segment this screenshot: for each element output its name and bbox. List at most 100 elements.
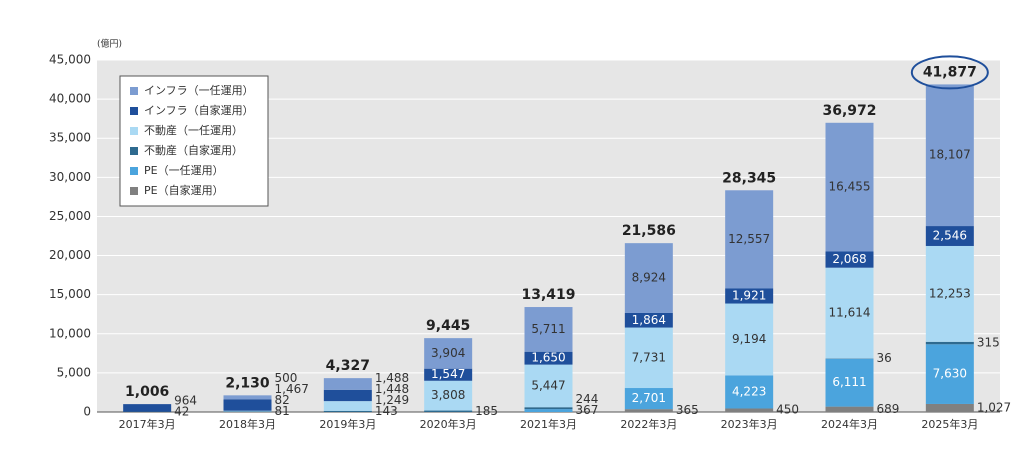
bar-segment <box>925 344 974 404</box>
bar-segment <box>323 401 372 411</box>
bar-segment <box>725 190 774 289</box>
bar-segment <box>725 303 774 376</box>
total-label: 36,972 <box>822 103 876 119</box>
bar-segment <box>624 409 673 412</box>
segment-label: 1,249 <box>375 393 409 407</box>
segment-label: 185 <box>475 404 498 418</box>
x-tick-label: 2025年3月 <box>921 417 978 431</box>
bar-segment <box>323 410 372 412</box>
x-tick-label: 2023年3月 <box>721 417 778 431</box>
total-label: 9,445 <box>426 318 470 334</box>
legend-swatch <box>130 167 138 175</box>
bar-segment <box>323 389 372 402</box>
bar-segment <box>825 406 874 412</box>
legend-label: 不動産（一任運用） <box>144 123 243 137</box>
x-tick-label: 2020年3月 <box>420 417 477 431</box>
segment-label: 1,488 <box>375 371 409 385</box>
total-label: 13,419 <box>521 287 575 303</box>
y-tick-label: 45,000 <box>49 53 91 67</box>
segment-label: 6,111 <box>832 375 866 389</box>
bar-segment <box>223 411 272 412</box>
segment-label: 1,650 <box>531 351 565 365</box>
bar-segment <box>725 408 774 412</box>
total-label: 2,130 <box>225 375 270 391</box>
legend-swatch <box>130 147 138 155</box>
legend-swatch <box>130 187 138 195</box>
bar-segment <box>424 380 473 411</box>
y-tick-label: 25,000 <box>49 209 91 223</box>
segment-label: 5,711 <box>531 322 565 336</box>
bar-segment <box>825 267 874 359</box>
segment-label: 244 <box>576 392 599 406</box>
legend-label: PE（一任運用） <box>144 164 224 177</box>
bar-segment <box>323 378 372 390</box>
x-tick-label: 2018年3月 <box>219 417 276 431</box>
bar-segment <box>524 364 573 408</box>
segment-label: 1,467 <box>275 382 309 396</box>
bar-segment <box>424 368 473 381</box>
bar-segment <box>123 404 172 412</box>
segment-label: 12,557 <box>728 232 770 246</box>
segment-label: 4,223 <box>732 384 766 398</box>
bar-segment <box>825 122 874 252</box>
y-tick-label: 5,000 <box>57 365 91 379</box>
legend-swatch <box>130 127 138 135</box>
x-tick-label: 2022年3月 <box>620 417 677 431</box>
segment-label: 365 <box>676 403 699 417</box>
segment-label: 8,924 <box>632 271 666 285</box>
segment-label: 36 <box>877 351 892 365</box>
total-label: 4,327 <box>326 358 370 374</box>
bar-segment <box>524 351 573 365</box>
segment-label: 7,630 <box>933 367 967 381</box>
segment-label: 82 <box>275 393 290 407</box>
segment-label: 964 <box>174 393 197 407</box>
bar-segment <box>223 410 272 412</box>
x-tick-label: 2024年3月 <box>821 417 878 431</box>
segment-label: 1,864 <box>632 313 666 327</box>
y-tick-label: 15,000 <box>49 287 91 301</box>
segment-label: 16,455 <box>829 180 871 194</box>
legend-swatch <box>130 87 138 95</box>
segment-label: 500 <box>275 371 298 385</box>
segment-label: 2,701 <box>632 391 666 405</box>
legend-box <box>119 75 269 207</box>
bar-segment <box>524 307 573 352</box>
bar-segment <box>524 409 573 412</box>
unit-label: (億円) <box>97 38 122 50</box>
segment-label: 18,107 <box>929 148 971 162</box>
bar-segment <box>624 312 673 328</box>
highlight-circle <box>910 55 989 90</box>
segment-label: 315 <box>977 336 1000 350</box>
legend-label: 不動産（自家運用） <box>144 143 243 157</box>
segment-label: 5,447 <box>531 378 565 392</box>
segment-label: 81 <box>275 404 290 418</box>
bar-segment <box>424 338 473 369</box>
bar-segment <box>524 407 573 410</box>
y-tick-label: 30,000 <box>49 170 91 184</box>
segment-label: 2,546 <box>933 229 967 243</box>
bar-segment <box>624 388 673 410</box>
total-label: 28,345 <box>722 170 776 186</box>
legend-label: インフラ（一任運用） <box>144 84 254 97</box>
x-tick-label: 2017年3月 <box>119 417 176 431</box>
segment-label: 42 <box>174 404 189 418</box>
y-tick-label: 40,000 <box>49 92 91 106</box>
bar-segment <box>925 226 974 246</box>
segment-label: 143 <box>375 404 398 418</box>
bar-segment <box>223 399 272 411</box>
x-tick-label: 2021年3月 <box>520 417 577 431</box>
bar-segment <box>223 395 272 400</box>
total-label: 1,006 <box>125 384 169 400</box>
legend-label: インフラ（自家運用） <box>144 103 254 117</box>
legend-swatch <box>130 107 138 115</box>
x-tick-label: 2019年3月 <box>319 417 376 431</box>
segment-label: 9,194 <box>732 332 766 346</box>
segment-label: 450 <box>776 403 799 417</box>
y-tick-label: 20,000 <box>49 248 91 262</box>
segment-label: 1,027 <box>977 400 1011 414</box>
total-label: 41,877 <box>923 64 977 80</box>
bar-segment <box>925 84 974 227</box>
total-label: 21,586 <box>622 223 676 239</box>
segment-label: 367 <box>576 403 599 417</box>
